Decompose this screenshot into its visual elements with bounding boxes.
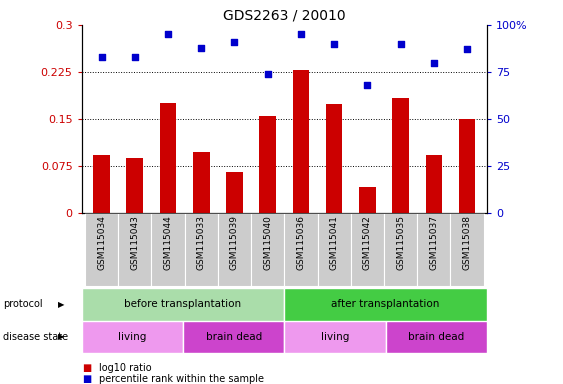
Text: GSM115041: GSM115041 <box>330 215 339 270</box>
Text: percentile rank within the sample: percentile rank within the sample <box>99 374 263 384</box>
Point <box>396 41 405 47</box>
Text: living: living <box>321 332 349 342</box>
Text: after transplantation: after transplantation <box>332 299 440 310</box>
Bar <box>151 213 185 286</box>
Bar <box>384 213 417 286</box>
Bar <box>160 103 176 213</box>
Text: GSM115039: GSM115039 <box>230 215 239 270</box>
Bar <box>326 104 342 213</box>
Text: protocol: protocol <box>3 299 42 310</box>
Bar <box>450 213 484 286</box>
Text: GSM115044: GSM115044 <box>163 215 172 270</box>
Bar <box>82 288 284 321</box>
Bar <box>293 70 309 213</box>
Text: brain dead: brain dead <box>408 332 464 342</box>
Text: GSM115038: GSM115038 <box>463 215 472 270</box>
Point <box>297 31 306 37</box>
Text: ■: ■ <box>82 363 91 373</box>
Bar <box>284 321 386 353</box>
Bar <box>417 213 450 286</box>
Text: GSM115036: GSM115036 <box>297 215 306 270</box>
Text: GSM115042: GSM115042 <box>363 215 372 270</box>
Bar <box>386 321 487 353</box>
Text: before transplantation: before transplantation <box>124 299 242 310</box>
Point <box>330 41 339 47</box>
Text: ▶: ▶ <box>58 300 65 309</box>
Text: ▶: ▶ <box>58 333 65 341</box>
Point <box>463 46 472 53</box>
Text: log10 ratio: log10 ratio <box>99 363 151 373</box>
Bar <box>226 172 243 213</box>
Bar <box>284 213 318 286</box>
Bar <box>426 156 442 213</box>
Text: living: living <box>118 332 146 342</box>
Bar <box>251 213 284 286</box>
Point <box>130 54 139 60</box>
Point <box>163 31 172 37</box>
Point <box>230 39 239 45</box>
Bar <box>260 116 276 213</box>
Bar <box>93 155 110 213</box>
Bar <box>284 288 487 321</box>
Text: ■: ■ <box>82 374 91 384</box>
Point <box>263 71 272 77</box>
Bar <box>193 152 209 213</box>
Text: GSM115034: GSM115034 <box>97 215 106 270</box>
Bar <box>127 158 143 213</box>
Text: GSM115033: GSM115033 <box>196 215 205 270</box>
Text: GSM115043: GSM115043 <box>130 215 139 270</box>
Text: GSM115040: GSM115040 <box>263 215 272 270</box>
Bar <box>459 119 475 213</box>
Bar <box>82 321 183 353</box>
Point <box>363 82 372 88</box>
Bar <box>318 213 351 286</box>
Text: disease state: disease state <box>3 332 68 342</box>
Bar <box>351 213 384 286</box>
Title: GDS2263 / 20010: GDS2263 / 20010 <box>223 8 346 22</box>
Bar <box>392 98 409 213</box>
Text: GSM115037: GSM115037 <box>430 215 439 270</box>
Bar <box>118 213 151 286</box>
Point <box>97 54 106 60</box>
Point <box>430 60 439 66</box>
Text: brain dead: brain dead <box>205 332 262 342</box>
Bar <box>85 213 118 286</box>
Bar <box>183 321 284 353</box>
Bar <box>218 213 251 286</box>
Bar <box>185 213 218 286</box>
Point <box>196 45 205 51</box>
Bar <box>359 187 376 213</box>
Text: GSM115035: GSM115035 <box>396 215 405 270</box>
